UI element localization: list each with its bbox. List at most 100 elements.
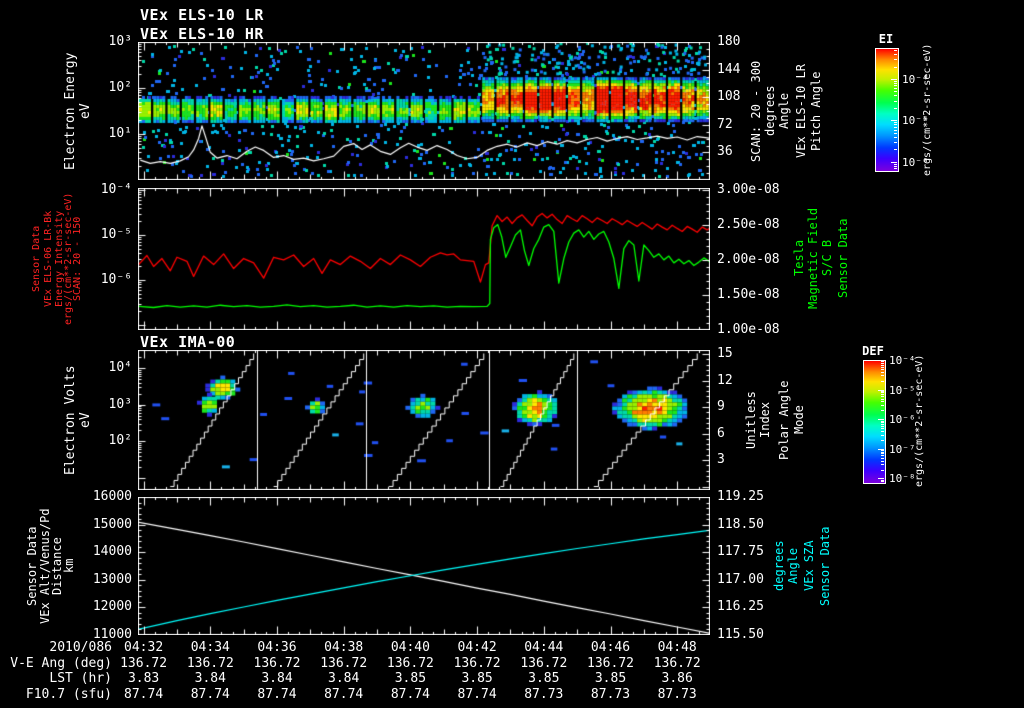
table-cell: 3.84 <box>194 671 226 686</box>
colorbar-minor-tick-mark <box>881 399 884 400</box>
colorbar-minor-tick-mark <box>894 83 897 84</box>
colorbar-minor-tick-mark <box>894 164 897 165</box>
panel3-y-tick-label: 10³ <box>108 396 132 412</box>
colorbar-minor-tick-mark <box>894 130 897 131</box>
colorbar-minor-tick-mark <box>894 124 897 125</box>
panel1-title-hr: VEx ELS-10 HR <box>140 25 264 43</box>
panel3-title: VEx IMA-00 <box>140 333 236 351</box>
panel1-y-tick-label: 10¹ <box>108 126 132 141</box>
colorbar-minor-tick-mark <box>881 375 884 376</box>
colorbar-tick-label: 10⁻⁸ <box>889 472 916 486</box>
time-tick-label: 04:36 <box>257 640 297 655</box>
table-cell: 136.72 <box>186 656 234 671</box>
colorbar-minor-tick-mark <box>881 369 884 370</box>
colorbar-minor-tick-mark <box>881 401 884 402</box>
colorbar-minor-tick-mark <box>894 108 897 109</box>
colorbar-minor-tick-mark <box>881 428 884 429</box>
colorbar-minor-tick-mark <box>894 101 897 102</box>
colorbar-minor-tick-mark <box>881 440 884 441</box>
colorbar-tick-label: 10⁻⁵ <box>902 114 929 128</box>
colorbar-minor-tick-mark <box>894 166 897 167</box>
table-cell: 136.72 <box>653 656 701 671</box>
energy-intensity-magnetic-field-canvas <box>138 188 710 330</box>
panel1-right-tick-label: 144 <box>717 61 741 77</box>
panel3-y-axis-label: eV <box>78 412 93 428</box>
colorbar-minor-tick-mark <box>881 458 884 459</box>
panel3-right-tick-label: 6 <box>717 425 725 441</box>
panel4-right-axis-label: Sensor Data <box>818 526 832 606</box>
colorbar-tick-label: 10⁻⁷ <box>889 442 916 456</box>
panel2-right-tick-label: 2.50e-08 <box>717 217 780 232</box>
panel3-y-tick-label: 10⁴ <box>108 360 132 376</box>
colorbar-tick-label: 10⁻⁶ <box>889 413 916 427</box>
colorbar-minor-tick-mark <box>881 470 884 471</box>
table-cell: 3.83 <box>127 671 160 686</box>
time-tick-label: 04:44 <box>524 640 564 655</box>
def-colorbar <box>863 360 886 484</box>
time-tick-label: 04:46 <box>590 640 631 655</box>
table-cell: 87.74 <box>124 687 164 702</box>
panel3-right-tick-label: 9 <box>717 399 725 415</box>
panel1-y-tick-label: 10³ <box>108 34 132 49</box>
colorbar-minor-tick-mark <box>894 142 897 143</box>
panel4-y-tick-label: 16000 <box>92 489 132 504</box>
colorbar-tick-mark <box>891 120 897 121</box>
table-cell: 87.74 <box>324 687 364 702</box>
table-cell: 3.84 <box>328 671 360 686</box>
colorbar-minor-tick-mark <box>881 453 884 454</box>
table-cell: 136.72 <box>320 656 368 671</box>
panel1-right-axis-label: Angle <box>777 92 791 130</box>
colorbar-minor-tick-mark <box>894 168 897 169</box>
date-label: 2010/086 <box>49 640 112 655</box>
colorbar-minor-tick-mark <box>894 59 897 60</box>
panel2-right-axis-label: S/C B <box>820 239 834 277</box>
panel4-right-tick-label: 115.50 <box>717 627 764 642</box>
panel2-y-axis-label: Sensor Data <box>31 225 42 293</box>
table-cell: 136.72 <box>253 656 301 671</box>
panel4-y-tick-label: 13000 <box>92 571 132 587</box>
colorbar-minor-tick-mark <box>881 435 884 436</box>
colorbar-minor-tick-mark <box>881 452 884 453</box>
colorbar-minor-tick-mark <box>894 85 897 86</box>
time-tick-label: 04:32 <box>124 640 164 655</box>
colorbar-minor-tick-mark <box>894 81 897 82</box>
colorbar-minor-tick-mark <box>881 372 884 373</box>
table-cell: 87.74 <box>190 687 230 702</box>
time-tick-label: 04:34 <box>190 640 230 655</box>
colorbar-tick-mark <box>878 419 884 420</box>
table-cell: 3.85 <box>594 671 627 686</box>
panel4-right-tick-label: 116.25 <box>717 599 764 615</box>
colorbar-minor-tick-mark <box>881 363 884 364</box>
table-cell: 87.74 <box>390 687 430 702</box>
table-cell: 3.85 <box>394 671 427 686</box>
panel2-y-axis-label: VEx ELS-06 LR-Bk <box>43 210 54 308</box>
colorbar-minor-tick-mark <box>881 455 884 456</box>
panel3-right-tick-label: 3 <box>717 452 725 467</box>
colorbar-minor-tick-mark <box>881 450 884 451</box>
table-cell: 3.85 <box>461 671 493 686</box>
colorbar-minor-tick-mark <box>894 54 897 55</box>
panel2-right-tick-label: 1.00e-08 <box>717 322 780 337</box>
panel2-right-tick-label: 1.50e-08 <box>717 287 780 302</box>
colorbar-minor-tick-mark <box>894 133 897 134</box>
colorbar-minor-tick-mark <box>881 422 884 423</box>
table-cell: 136.72 <box>587 656 634 671</box>
panel4-right-axis-label: VEx SZA <box>802 540 816 592</box>
colorbar-minor-tick-mark <box>881 381 884 382</box>
panel3-right-tick-label: 15 <box>717 346 733 362</box>
els-pitch-angle-spectrogram-canvas <box>138 42 710 180</box>
panel4-right-tick-label: 118.50 <box>717 516 764 532</box>
panel3-right-tick-label: 12 <box>717 372 733 388</box>
panel2-right-tick-label: 3.00e-08 <box>717 182 780 197</box>
colorbar-minor-tick-mark <box>881 396 884 397</box>
table-cell: 87.73 <box>524 687 564 702</box>
panel4-right-axis-label: Angle <box>786 547 800 585</box>
colorbar-minor-tick-mark <box>881 365 884 366</box>
colorbar-tick-label: 10⁻⁵ <box>889 383 916 397</box>
table-cell: 136.72 <box>120 656 168 671</box>
table-row-label: LST (hr) <box>49 671 112 686</box>
table-cell: 87.73 <box>590 687 631 702</box>
panel2-right-axis-label: Sensor Data <box>836 218 850 298</box>
colorbar-minor-tick-mark <box>881 426 884 427</box>
panel2-right-tick-label: 2.00e-08 <box>717 252 780 267</box>
